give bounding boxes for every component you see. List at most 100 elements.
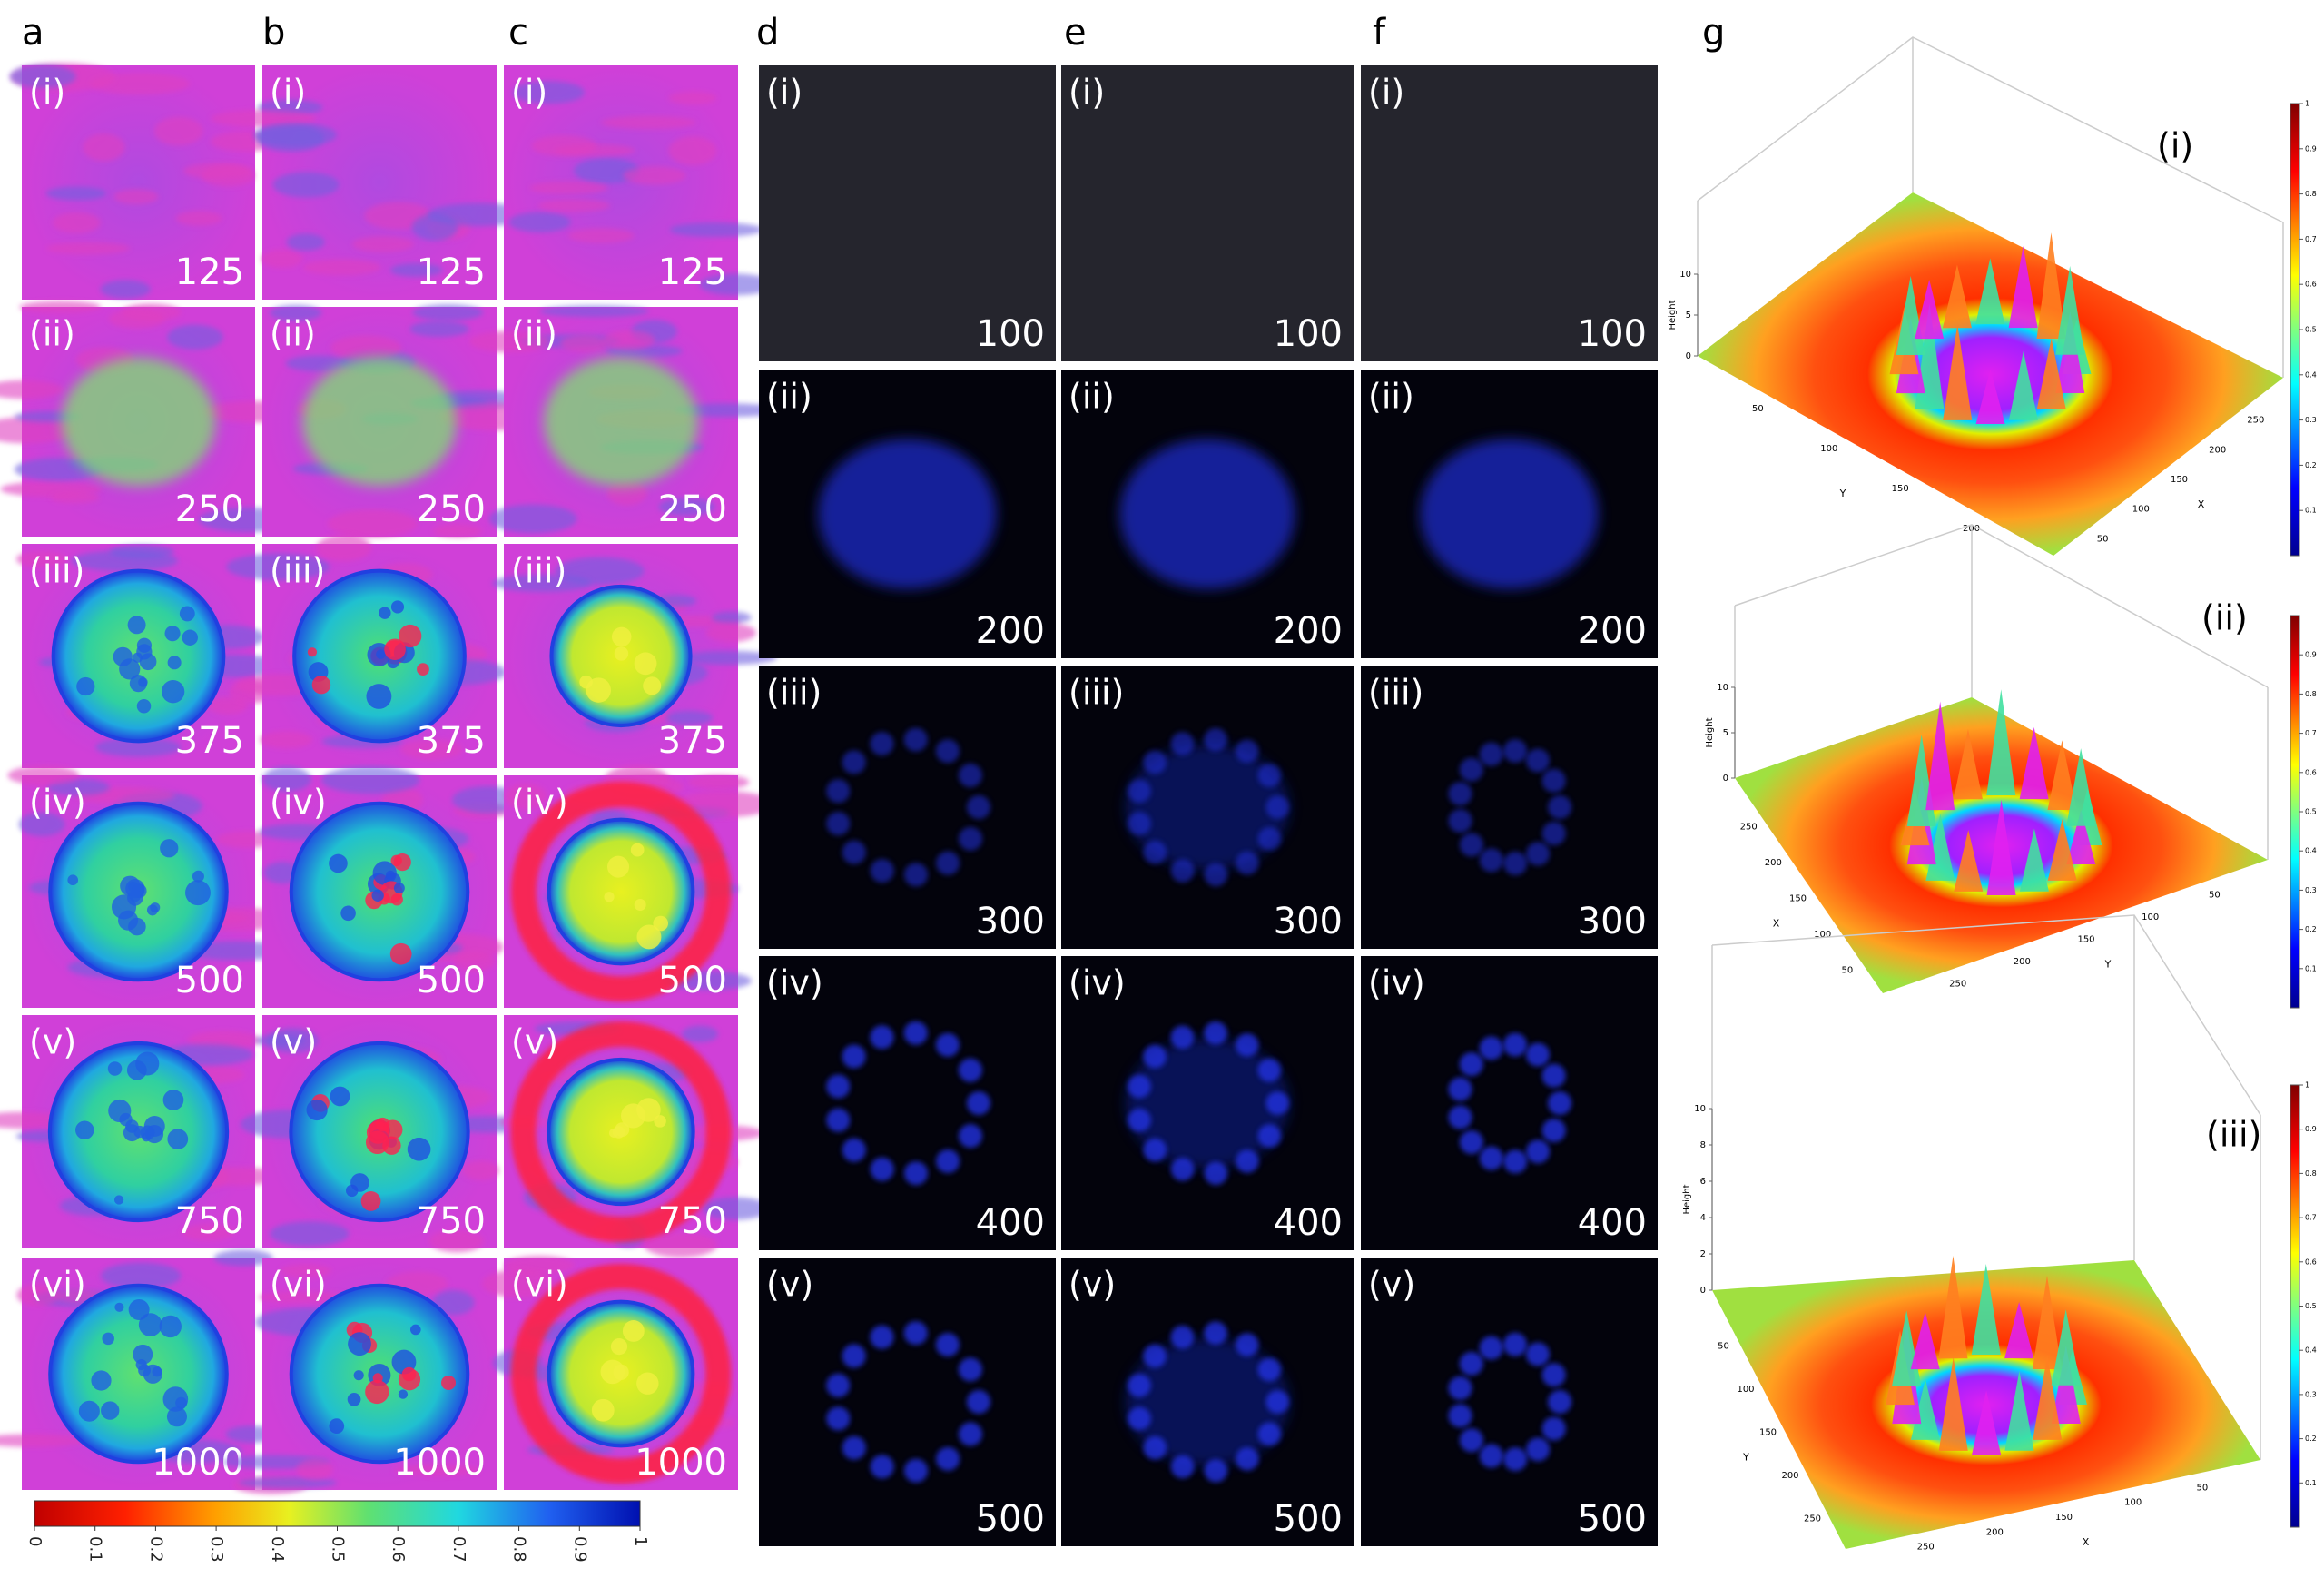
dot [935,1332,960,1357]
spot [390,893,403,906]
dot [966,794,991,820]
image-value: 500 [175,960,244,1001]
colorbar-tick-label: 0.6 [389,1536,408,1563]
texture [623,166,686,185]
dot [1236,1149,1259,1173]
box-edge [1697,36,2284,223]
tick-label: 6 [1700,1177,1706,1187]
spot [611,626,632,647]
image-value: 375 [658,720,727,762]
texture [285,355,350,371]
spot [615,1122,630,1138]
cloud [1420,439,1599,589]
spot [604,892,615,902]
texture [16,1284,60,1307]
peak [1954,830,1984,892]
spot [600,1359,625,1385]
texture [270,304,322,321]
texture [108,309,166,330]
micrograph [759,65,1056,361]
image-label: (iv) [511,783,568,823]
colorbar-tick-label: 0.4 [2305,847,2317,855]
spot [67,874,79,886]
dot [1204,1021,1228,1045]
dot [1448,1404,1472,1428]
texture [280,1264,331,1278]
dot [1257,1124,1282,1148]
dot [1204,1458,1228,1483]
colorbar-tick-label: 0.9 [570,1536,589,1563]
texture [412,304,484,321]
spot [329,1418,345,1435]
dot [1541,1416,1566,1441]
cloud [543,357,699,487]
tick-label: 0 [1686,351,1691,361]
dot [958,1357,982,1382]
image-label: (iii) [270,551,325,591]
dot [842,1344,866,1368]
texture [644,1232,717,1258]
texture [537,199,611,212]
image-value: 500 [1274,1498,1343,1540]
dot [1143,1435,1167,1460]
spot [407,1137,431,1161]
dot [1143,1344,1167,1368]
axis-label: X [1773,918,1780,930]
spot [360,1191,381,1211]
texture [432,1289,475,1316]
spot [390,600,405,614]
spot [340,905,356,922]
peak [1938,1255,1968,1359]
texture [213,1249,273,1267]
dot [1143,750,1167,774]
texture [226,553,330,580]
spot [127,890,143,906]
tick-label: 200 [1781,1471,1798,1481]
dot [1128,779,1151,804]
spot [128,917,146,936]
peak [1953,729,1983,800]
image-label: (vi) [270,1265,327,1305]
axis-label: Y [1839,488,1846,499]
tick-label: 50 [2209,891,2221,901]
colorbar-tick-label: 0.2 [2305,1435,2317,1443]
micrograph [1361,666,1658,949]
image-label: (iii) [1368,673,1423,713]
image-value: 500 [976,1498,1045,1540]
image-label: (iii) [511,551,566,591]
texture [488,504,577,534]
ring [510,781,732,1002]
spot [643,676,662,695]
texture [113,189,159,205]
spot [192,870,204,883]
texture [603,330,655,350]
colorbar-tick-label: 0.7 [449,1536,468,1563]
spot [329,853,348,873]
image-label: (i) [511,73,547,113]
texture [531,134,596,157]
texture [0,417,75,444]
texture [505,783,547,810]
image-value: 500 [1578,1498,1647,1540]
dot [1143,1044,1167,1069]
spot [136,644,153,660]
image-value: 375 [417,720,486,762]
box-edge [1711,914,2261,1116]
image-value: 125 [658,252,727,293]
image-value: 250 [417,488,486,530]
panel-letter: d [756,12,779,54]
image-label: (v) [270,1022,317,1062]
spot [179,606,195,622]
texture [675,403,783,418]
tick-label: 200 [2209,445,2226,455]
axis-label: Y [1742,1452,1749,1464]
colorbar-tick-label: 0.7 [2305,1214,2317,1222]
panel-letter: e [1064,12,1087,54]
image-label: (i) [270,73,306,113]
dot [1479,1146,1503,1170]
dot [1525,1342,1551,1366]
dot [936,1446,960,1471]
spot [107,1061,123,1076]
texture [389,263,443,277]
texture [462,1160,499,1180]
